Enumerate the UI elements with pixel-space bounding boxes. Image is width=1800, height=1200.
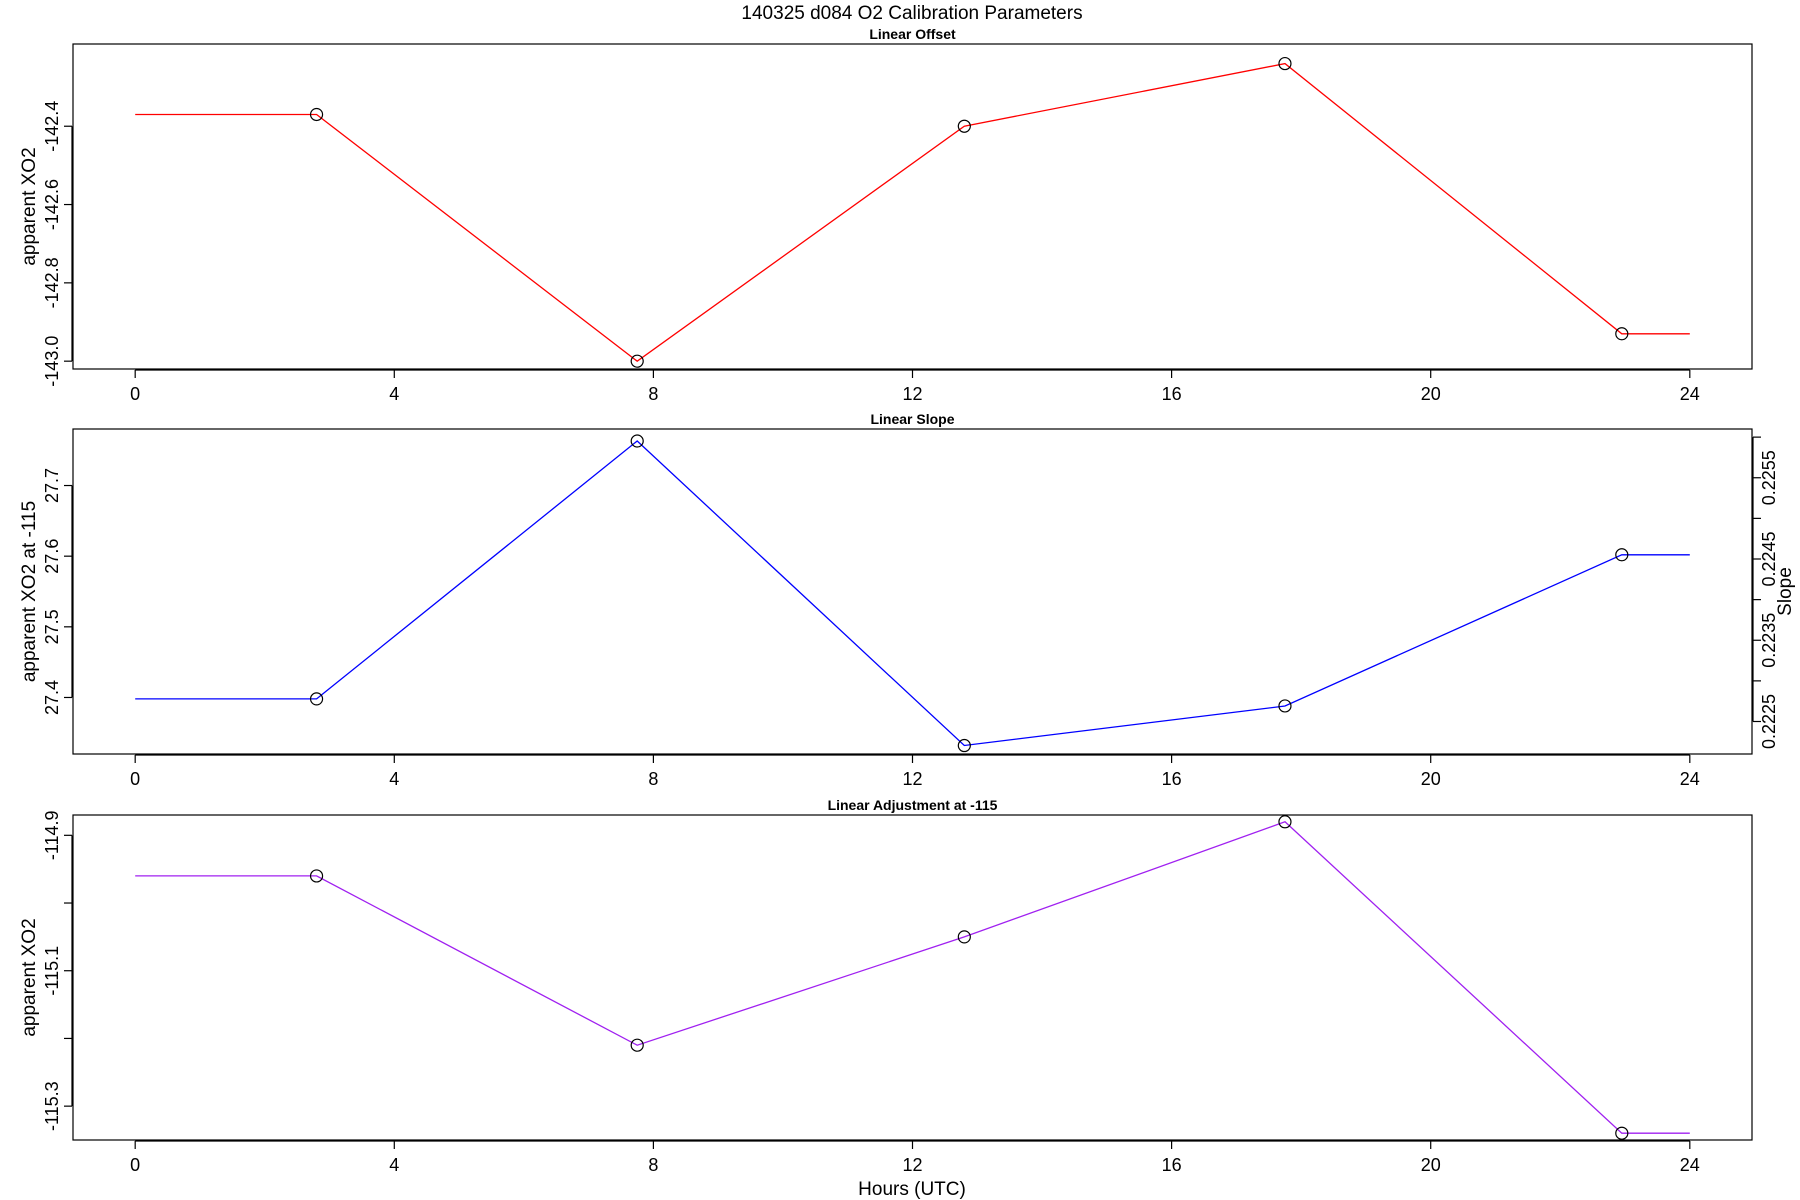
y-axis-label: apparent XO2 [19, 918, 40, 1036]
x-tick-label: 24 [1680, 1155, 1700, 1175]
y-tick-label: -115.3 [42, 1081, 62, 1131]
y-tick-label: -143.0 [42, 336, 62, 387]
x-tick-label: 16 [1162, 769, 1182, 789]
y2-tick-label: 0.2225 [1759, 694, 1779, 749]
data-point [309, 107, 324, 122]
data-point [1278, 699, 1292, 713]
data-point [1615, 548, 1629, 562]
y-tick-label: 27.6 [42, 539, 62, 574]
panels: Linear Offset 0 4 8 12 16 20 24 -143.0 -142.8 -142… [19, 26, 1796, 1175]
data-point [630, 434, 644, 448]
data-point [957, 119, 971, 133]
series-line [135, 62, 1690, 363]
figure-title: 140325 d084 O2 Calibration Parameters [741, 3, 1082, 24]
x-tick-label: 8 [648, 769, 658, 789]
data-point [957, 930, 971, 944]
y2-tick-label: 0.2255 [1759, 450, 1779, 505]
x-tick-label: 12 [902, 384, 922, 404]
y-tick-label: -114.9 [42, 810, 62, 860]
x-tick-label: 24 [1680, 384, 1700, 404]
x-axis-label: Hours (UTC) [858, 1179, 966, 1200]
y-tick-label: -142.8 [42, 257, 62, 308]
plot-frame [72, 428, 1753, 755]
plot-frame [72, 43, 1753, 370]
y-tick-label: -142.6 [42, 179, 62, 230]
x-tick-label: 4 [389, 384, 399, 404]
data-point [630, 1038, 644, 1052]
x-tick-label: 4 [389, 1155, 399, 1175]
series-line [135, 821, 1690, 1134]
x-tick-label: 0 [130, 384, 140, 404]
y2-tick-label: 0.2235 [1759, 613, 1779, 668]
plot-frame [72, 814, 1753, 1141]
y-axis-label: apparent XO2 at -115 [19, 501, 40, 682]
data-point [1615, 1126, 1629, 1140]
y-tick-label: 27.7 [42, 468, 62, 503]
panel-title: Linear Adjustment at -115 [828, 797, 998, 813]
chart-panel-1: Linear Offset 0 4 8 12 16 20 24 -143.0 -142.8 -142… [19, 26, 1753, 404]
data-point [630, 354, 644, 368]
chart-panel-3: Linear Adjustment at -115 0 4 8 12 16 20 24 -115… [19, 797, 1753, 1175]
data-point [957, 738, 971, 753]
x-tick-label: 20 [1421, 769, 1441, 789]
y-tick-label: -115.1 [42, 946, 62, 996]
data-point [1278, 56, 1292, 71]
data-point [1278, 815, 1292, 829]
data-point [309, 692, 324, 706]
y-tick-label: 27.5 [42, 609, 62, 644]
data-point [1615, 327, 1629, 341]
data-point [309, 869, 324, 883]
y-axis-label: apparent XO2 [19, 147, 40, 265]
x-tick-label: 16 [1162, 384, 1182, 404]
series-line [135, 440, 1690, 747]
x-tick-label: 12 [902, 1155, 922, 1175]
panel-title: Linear Offset [869, 26, 956, 42]
y-tick-label: 27.4 [42, 680, 62, 715]
x-tick-label: 12 [902, 769, 922, 789]
chart-panel-2: Linear Slope 0 4 8 12 16 20 24 27.4 27.5 27.6 27.7a… [19, 411, 1796, 789]
x-tick-label: 0 [130, 1155, 140, 1175]
panel-title: Linear Slope [870, 411, 954, 427]
x-tick-label: 16 [1162, 1155, 1182, 1175]
y-tick-label: -142.4 [42, 101, 62, 152]
x-tick-label: 24 [1680, 769, 1700, 789]
y2-axis-label: Slope [1775, 567, 1796, 616]
y2-tick-label: 0.2245 [1759, 531, 1779, 586]
x-tick-label: 4 [389, 769, 399, 789]
x-tick-label: 20 [1421, 1155, 1441, 1175]
x-tick-label: 8 [648, 1155, 658, 1175]
x-tick-label: 8 [648, 384, 658, 404]
x-tick-label: 20 [1421, 384, 1441, 404]
x-tick-label: 0 [130, 769, 140, 789]
